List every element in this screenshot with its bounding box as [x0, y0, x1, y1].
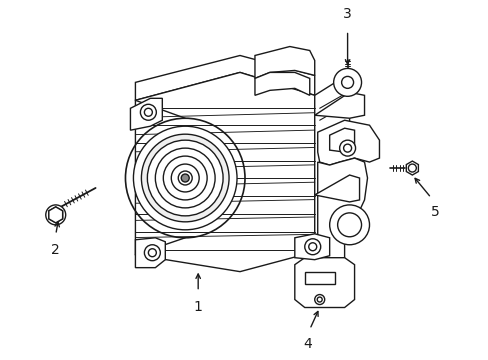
Circle shape: [171, 164, 199, 192]
Circle shape: [407, 164, 415, 172]
Text: 3: 3: [343, 6, 351, 21]
Circle shape: [144, 108, 152, 116]
Text: 1: 1: [193, 300, 202, 314]
Circle shape: [304, 239, 320, 255]
Circle shape: [181, 174, 189, 182]
Circle shape: [317, 297, 322, 302]
Circle shape: [314, 294, 324, 305]
Circle shape: [343, 144, 351, 152]
Circle shape: [133, 126, 237, 230]
Polygon shape: [135, 238, 165, 268]
Circle shape: [337, 213, 361, 237]
Polygon shape: [135, 72, 314, 272]
Circle shape: [178, 171, 192, 185]
Polygon shape: [254, 46, 314, 78]
Polygon shape: [294, 234, 329, 260]
Polygon shape: [314, 92, 364, 118]
Circle shape: [339, 140, 355, 156]
Polygon shape: [130, 98, 162, 130]
Polygon shape: [406, 161, 418, 175]
Polygon shape: [314, 73, 349, 252]
Text: 4: 4: [303, 337, 311, 351]
Circle shape: [46, 205, 65, 225]
Text: 5: 5: [430, 205, 439, 219]
Polygon shape: [135, 55, 314, 100]
Text: 2: 2: [51, 243, 60, 257]
Circle shape: [308, 243, 316, 251]
Polygon shape: [254, 72, 309, 95]
Circle shape: [140, 104, 156, 120]
Circle shape: [341, 76, 353, 88]
Polygon shape: [49, 207, 62, 223]
Circle shape: [144, 245, 160, 261]
Circle shape: [163, 156, 207, 200]
Circle shape: [148, 249, 156, 257]
Circle shape: [333, 68, 361, 96]
Polygon shape: [294, 258, 354, 307]
Circle shape: [155, 148, 215, 208]
Circle shape: [329, 205, 369, 245]
Polygon shape: [317, 158, 367, 265]
Polygon shape: [329, 128, 354, 152]
Circle shape: [141, 134, 228, 222]
Circle shape: [147, 140, 223, 216]
Polygon shape: [49, 207, 62, 223]
Polygon shape: [314, 175, 359, 202]
Polygon shape: [304, 272, 334, 284]
Polygon shape: [317, 120, 379, 165]
